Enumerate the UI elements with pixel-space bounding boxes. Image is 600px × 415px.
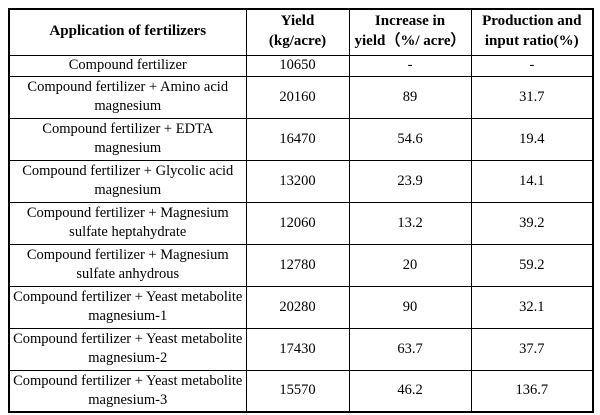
fertilizer-table-container: Application of fertilizers Yield (kg/acr…	[8, 8, 594, 413]
table-row: Compound fertilizer + Magnesium sulfate …	[8, 243, 594, 287]
cell-ratio: 32.1	[470, 285, 594, 329]
cell-ratio: 19.4	[470, 117, 594, 161]
table-row: Compound fertilizer 10650 - -	[8, 54, 594, 77]
cell-yield: 12780	[245, 243, 350, 287]
cell-increase: 54.6	[348, 117, 472, 161]
header-line: Yield	[280, 13, 315, 30]
cell-ratio: 59.2	[470, 243, 594, 287]
cell-application: Compound fertilizer + Yeast metabolite m…	[8, 369, 247, 413]
cell-ratio: 39.2	[470, 201, 594, 245]
cell-yield: 10650	[245, 54, 350, 77]
cell-ratio: 136.7	[470, 369, 594, 413]
cell-increase: 90	[348, 285, 472, 329]
table-row: Compound fertilizer + Magnesium sulfate …	[8, 201, 594, 245]
cell-increase: -	[348, 54, 472, 77]
table-row: Compound fertilizer + EDTA magnesium 164…	[8, 117, 594, 161]
cell-yield: 16470	[245, 117, 350, 161]
header-line: (kg/acre)	[268, 33, 327, 50]
table-row: Compound fertilizer + Amino acid magnesi…	[8, 75, 594, 119]
table-row: Compound fertilizer + Yeast metabolite m…	[8, 285, 594, 329]
header-row: Application of fertilizers Yield (kg/acr…	[8, 8, 594, 56]
cell-yield: 13200	[245, 159, 350, 203]
cell-increase: 20	[348, 243, 472, 287]
header-line: Application of fertilizers	[49, 23, 207, 40]
table-row: Compound fertilizer + Glycolic acid magn…	[8, 159, 594, 203]
header-line: yield（%/ acre）	[354, 33, 466, 50]
col-header-increase: Increase in yield（%/ acre）	[348, 8, 472, 56]
cell-ratio: -	[470, 54, 594, 77]
cell-yield: 12060	[245, 201, 350, 245]
header-line: input ratio(%)	[484, 33, 579, 50]
table-row: Compound fertilizer + Yeast metabolite m…	[8, 327, 594, 371]
cell-yield: 15570	[245, 369, 350, 413]
cell-application: Compound fertilizer + Magnesium sulfate …	[8, 201, 247, 245]
cell-application: Compound fertilizer	[8, 54, 247, 77]
col-header-ratio: Production and input ratio(%)	[470, 8, 594, 56]
cell-increase: 63.7	[348, 327, 472, 371]
cell-yield: 20280	[245, 285, 350, 329]
cell-yield: 17430	[245, 327, 350, 371]
col-header-yield: Yield (kg/acre)	[245, 8, 350, 56]
cell-yield: 20160	[245, 75, 350, 119]
cell-application: Compound fertilizer + Magnesium sulfate …	[8, 243, 247, 287]
fertilizer-table: Application of fertilizers Yield (kg/acr…	[8, 8, 594, 413]
cell-application: Compound fertilizer + Amino acid magnesi…	[8, 75, 247, 119]
cell-increase: 13.2	[348, 201, 472, 245]
header-line: Increase in	[374, 13, 446, 30]
table-header: Application of fertilizers Yield (kg/acr…	[8, 8, 594, 56]
table-body: Compound fertilizer 10650 - - Compound f…	[8, 54, 594, 413]
header-line: Production and	[482, 13, 582, 30]
cell-application: Compound fertilizer + EDTA magnesium	[8, 117, 247, 161]
cell-increase: 89	[348, 75, 472, 119]
col-header-application: Application of fertilizers	[8, 8, 247, 56]
cell-increase: 46.2	[348, 369, 472, 413]
cell-ratio: 31.7	[470, 75, 594, 119]
cell-application: Compound fertilizer + Yeast metabolite m…	[8, 327, 247, 371]
cell-ratio: 14.1	[470, 159, 594, 203]
table-row: Compound fertilizer + Yeast metabolite m…	[8, 369, 594, 413]
cell-application: Compound fertilizer + Yeast metabolite m…	[8, 285, 247, 329]
cell-ratio: 37.7	[470, 327, 594, 371]
cell-increase: 23.9	[348, 159, 472, 203]
cell-application: Compound fertilizer + Glycolic acid magn…	[8, 159, 247, 203]
